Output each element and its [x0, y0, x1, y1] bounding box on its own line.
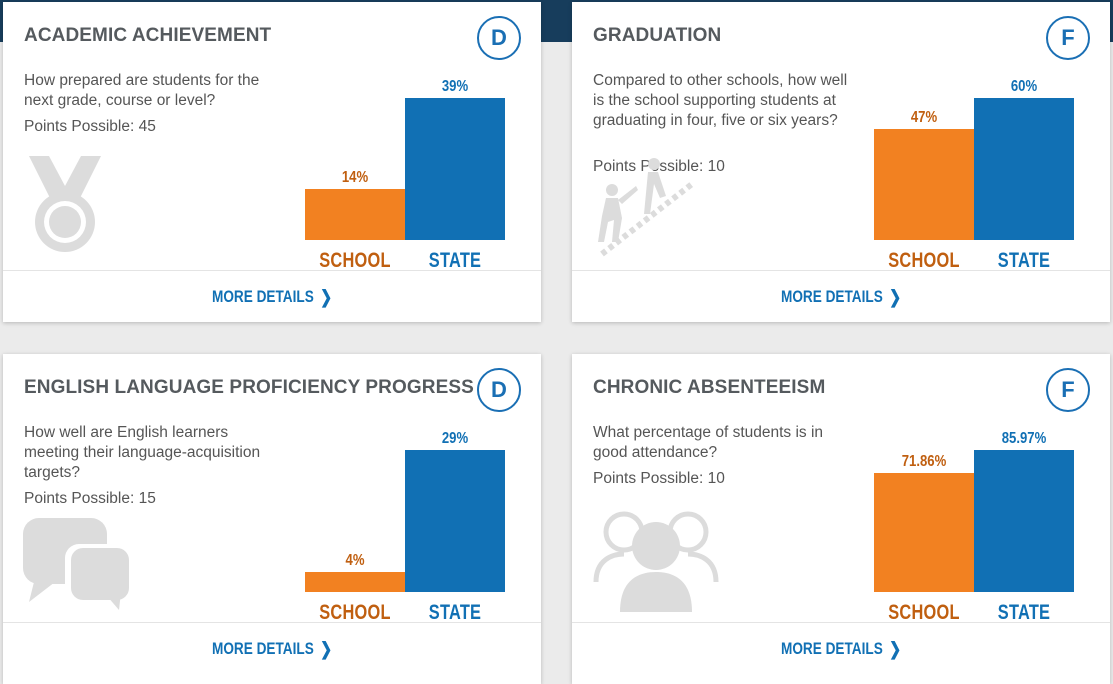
bar-chart: 4% 29% SCHOOL STATE: [303, 414, 513, 628]
people-group-icon: [592, 508, 720, 617]
bar-chart: 14% 39% SCHOOL STATE: [303, 62, 513, 276]
school-bar: [305, 189, 405, 240]
more-details-link[interactable]: MORE DETAILS ❯: [781, 287, 901, 308]
more-details-link[interactable]: MORE DETAILS ❯: [212, 639, 332, 660]
card-footer: MORE DETAILS ❯: [572, 270, 1110, 323]
points-possible: Points Possible: 15: [24, 490, 156, 507]
state-bar: [974, 450, 1074, 592]
card-description: How well are English learners meeting th…: [24, 424, 261, 481]
card-footer: MORE DETAILS ❯: [3, 270, 541, 323]
chevron-right-icon: ❯: [320, 286, 333, 307]
card-description: What percentage of students is in good a…: [593, 424, 824, 461]
card-footer: MORE DETAILS ❯: [3, 622, 541, 675]
more-details-label: MORE DETAILS: [780, 639, 883, 658]
school-axis-label: SCHOOL: [888, 249, 960, 272]
card-description: Compared to other schools, how well is t…: [593, 72, 848, 129]
state-bar: [974, 98, 1074, 240]
card-graduation: GRADUATION F Compared to other schools, …: [572, 2, 1110, 322]
more-details-label: MORE DETAILS: [211, 639, 314, 658]
card-description: How prepared are students for the next g…: [24, 72, 260, 109]
school-axis-label: SCHOOL: [319, 601, 391, 624]
chevron-right-icon: ❯: [889, 286, 902, 307]
state-axis-label: STATE: [997, 249, 1051, 272]
more-details-label: MORE DETAILS: [780, 287, 883, 306]
climbing-stairs-icon: [592, 156, 702, 265]
card-footer: MORE DETAILS ❯: [572, 622, 1110, 675]
bar-chart: 47% 60% SCHOOL STATE: [872, 62, 1082, 276]
state-axis-label: STATE: [428, 601, 482, 624]
card-english-language-proficiency: ENGLISH LANGUAGE PROFICIENCY PROGRESS D …: [3, 354, 541, 684]
card-academic-achievement: ACADEMIC ACHIEVEMENT D How prepared are …: [3, 2, 541, 322]
school-value-label: 47%: [910, 109, 938, 126]
state-value-label: 29%: [441, 430, 469, 447]
school-bar: [874, 129, 974, 240]
state-axis-label: STATE: [997, 601, 1051, 624]
state-bar: [405, 450, 505, 592]
card-chronic-absenteeism: CHRONIC ABSENTEEISM F What percentage of…: [572, 354, 1110, 684]
card-title: GRADUATION: [593, 25, 722, 46]
school-value-label: 4%: [345, 552, 365, 569]
school-value-label: 14%: [341, 169, 369, 186]
state-axis-label: STATE: [428, 249, 482, 272]
school-bar: [874, 473, 974, 592]
school-axis-label: SCHOOL: [319, 249, 391, 272]
medal-icon: [27, 156, 103, 265]
points-possible: Points Possible: 45: [24, 118, 156, 135]
more-details-link[interactable]: MORE DETAILS ❯: [781, 639, 901, 660]
grade-badge: F: [1046, 368, 1090, 412]
card-title: ACADEMIC ACHIEVEMENT: [24, 25, 272, 46]
bar-chart: 71.86% 85.97% SCHOOL STATE: [872, 414, 1082, 628]
state-bar: [405, 98, 505, 240]
grade-badge: D: [477, 16, 521, 60]
grade-badge: D: [477, 368, 521, 412]
school-value-label: 71.86%: [901, 453, 947, 470]
chevron-right-icon: ❯: [320, 638, 333, 659]
grade-badge: F: [1046, 16, 1090, 60]
state-value-label: 85.97%: [1001, 430, 1047, 447]
state-value-label: 39%: [441, 78, 469, 95]
card-title: ENGLISH LANGUAGE PROFICIENCY PROGRESS: [24, 377, 474, 398]
school-bar: [305, 572, 405, 592]
more-details-label: MORE DETAILS: [211, 287, 314, 306]
card-title: CHRONIC ABSENTEEISM: [593, 377, 826, 398]
speech-bubbles-icon: [23, 518, 133, 615]
more-details-link[interactable]: MORE DETAILS ❯: [212, 287, 332, 308]
points-possible: Points Possible: 10: [593, 470, 725, 487]
state-value-label: 60%: [1010, 78, 1038, 95]
chevron-right-icon: ❯: [889, 638, 902, 659]
school-axis-label: SCHOOL: [888, 601, 960, 624]
